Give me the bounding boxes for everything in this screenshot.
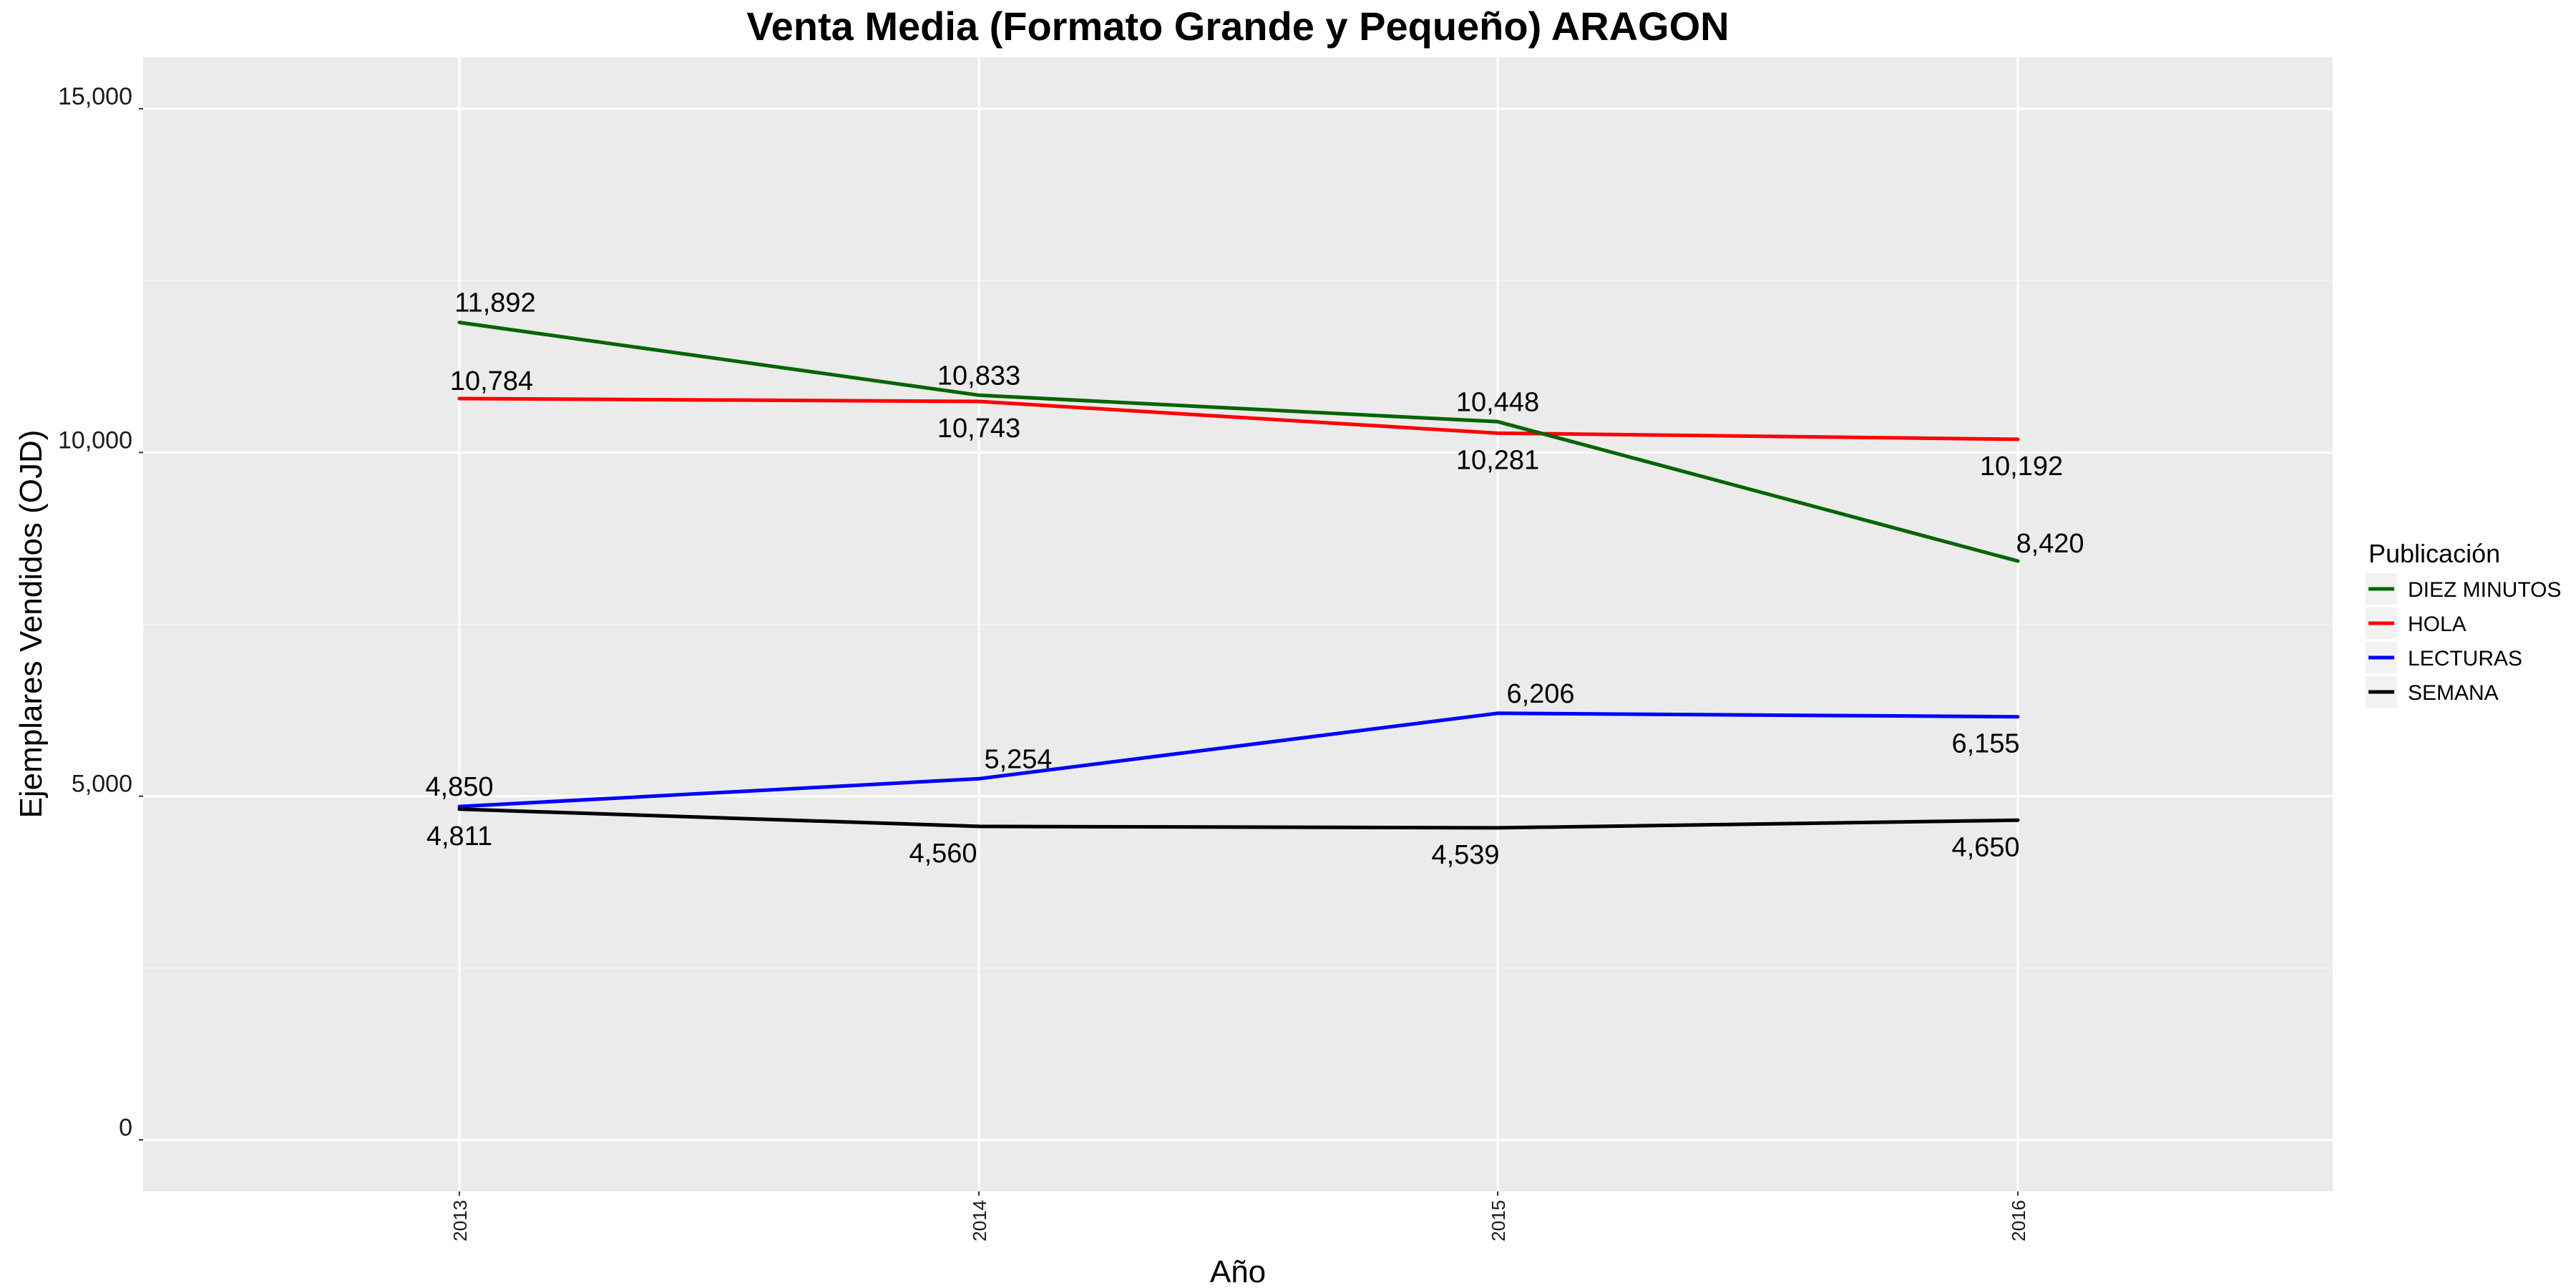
legend-item-label: LECTURAS [2408, 647, 2522, 670]
y-axis-title: Ejemplares Vendidos (OJD) [14, 430, 49, 819]
legend: Publicación DIEZ MINUTOS HOLA LECTURAS SEMA… [2366, 539, 2561, 708]
data-label: 8,420 [2016, 529, 2084, 559]
data-label: 4,850 [425, 772, 493, 802]
data-label: 6,155 [1951, 729, 2019, 759]
legend-item-label: HOLA [2408, 613, 2467, 636]
series-line-semana [457, 807, 2020, 830]
series-line-lecturas [457, 711, 2020, 809]
data-label: 4,650 [1951, 832, 2019, 862]
x-axis: 2013 2014 2015 2016 [449, 1191, 2029, 1241]
series-line-hola [457, 396, 2020, 441]
x-tick-label: 2013 [449, 1200, 471, 1241]
data-label: 4,560 [909, 839, 977, 869]
chart-title: Venta Media (Formato Grande y Pequeño) A… [746, 4, 1729, 49]
data-label: 10,833 [937, 361, 1020, 391]
data-label: 10,448 [1456, 387, 1539, 417]
y-tick-label: 15,000 [58, 83, 132, 110]
grid-minor [143, 280, 2333, 969]
data-label: 11,892 [454, 288, 535, 318]
data-label: 10,784 [450, 366, 533, 396]
legend-item-label: SEMANA [2408, 681, 2499, 705]
x-tick-label: 2015 [1488, 1200, 1509, 1241]
data-label: 6,206 [1506, 679, 1574, 709]
data-label: 4,811 [426, 821, 492, 852]
x-tick-label: 2014 [969, 1200, 990, 1241]
y-tick-label: 5,000 [72, 771, 132, 798]
legend-item-label: DIEZ MINUTOS [2408, 578, 2561, 602]
data-label: 10,281 [1456, 445, 1539, 475]
series-line-diez-minutos [457, 321, 2020, 563]
x-axis-title: Año [1210, 1254, 1266, 1288]
data-labels: 11,892 10,833 10,448 8,420 10,784 10,743 10,28… [425, 288, 2084, 870]
grid-major [143, 57, 2333, 1191]
y-axis: 0 5,000 10,000 15,000 [58, 83, 143, 1141]
legend-title: Publicación [2368, 539, 2500, 568]
data-label: 10,192 [1980, 452, 2063, 482]
y-tick-label: 10,000 [58, 426, 132, 454]
x-tick-label: 2016 [2008, 1200, 2029, 1241]
series-layer [457, 321, 2020, 830]
y-tick-label: 0 [119, 1114, 132, 1141]
data-label: 4,539 [1431, 840, 1499, 870]
data-label: 10,743 [937, 414, 1020, 444]
data-label: 5,254 [984, 744, 1052, 774]
